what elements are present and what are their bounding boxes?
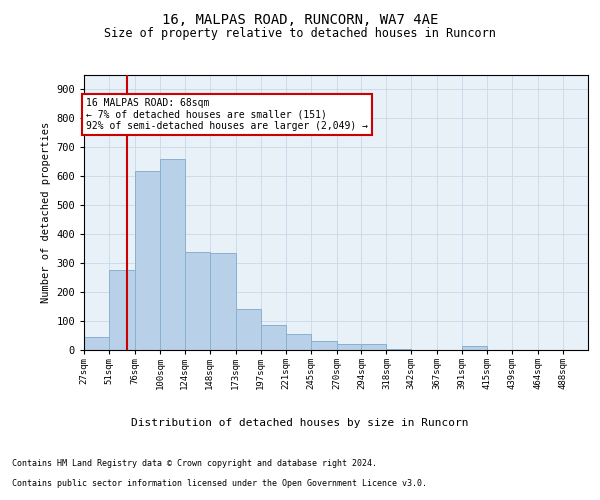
Bar bbox=[160, 159, 185, 350]
Bar bbox=[185, 252, 210, 350]
Text: Size of property relative to detached houses in Runcorn: Size of property relative to detached ho… bbox=[104, 28, 496, 40]
Bar bbox=[210, 253, 236, 350]
Bar bbox=[260, 326, 286, 350]
Bar bbox=[84, 337, 109, 350]
Text: Contains HM Land Registry data © Crown copyright and database right 2024.: Contains HM Land Registry data © Crown c… bbox=[12, 458, 377, 468]
Text: Contains public sector information licensed under the Open Government Licence v3: Contains public sector information licen… bbox=[12, 478, 427, 488]
Text: 16, MALPAS ROAD, RUNCORN, WA7 4AE: 16, MALPAS ROAD, RUNCORN, WA7 4AE bbox=[162, 12, 438, 26]
Bar bbox=[361, 344, 386, 350]
Bar bbox=[311, 342, 337, 350]
Bar bbox=[386, 348, 412, 350]
Bar bbox=[135, 170, 160, 350]
Text: 16 MALPAS ROAD: 68sqm
← 7% of detached houses are smaller (151)
92% of semi-deta: 16 MALPAS ROAD: 68sqm ← 7% of detached h… bbox=[86, 98, 368, 132]
Bar bbox=[109, 270, 135, 350]
Bar bbox=[337, 344, 361, 350]
Y-axis label: Number of detached properties: Number of detached properties bbox=[41, 122, 50, 303]
Bar bbox=[236, 310, 260, 350]
Bar bbox=[286, 334, 311, 350]
Bar bbox=[462, 346, 487, 350]
Text: Distribution of detached houses by size in Runcorn: Distribution of detached houses by size … bbox=[131, 418, 469, 428]
